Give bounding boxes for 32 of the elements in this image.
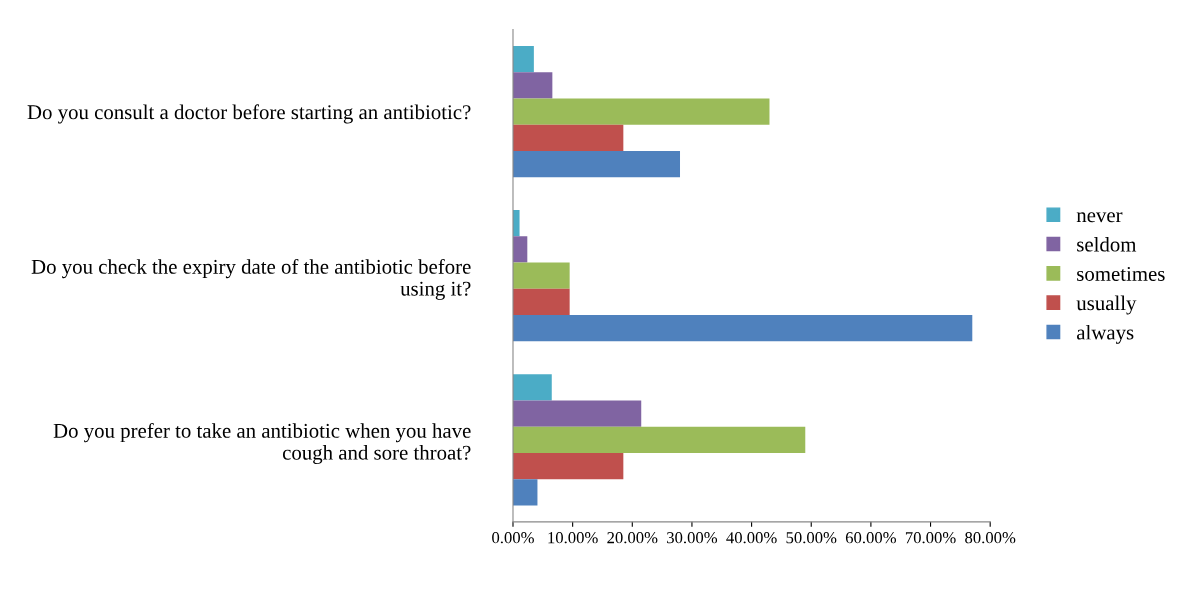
bar	[512, 124, 624, 152]
x-tick-label: 0.00%	[492, 532, 534, 544]
y-tick-label: Do you prefer to take an antibiotic when you have cough and sore throat?	[53, 423, 471, 464]
x-tick-label: 80.00%	[965, 532, 1016, 544]
bar	[512, 236, 528, 263]
x-tick-label: 30.00%	[667, 532, 718, 544]
x-tick-label: 70.00%	[905, 532, 956, 544]
y-tick-label: Do you consult a doctor before starting an antibiotic?	[27, 104, 471, 124]
bar	[512, 46, 534, 73]
x-tick-label: 20.00%	[607, 532, 658, 544]
bar	[512, 98, 770, 125]
bar	[512, 479, 538, 506]
x-tick-label: 60.00%	[845, 532, 897, 544]
bar	[512, 374, 552, 401]
x-tick-label: 50.00%	[786, 532, 837, 544]
bar	[512, 210, 520, 237]
legend-label: usually	[1076, 295, 1137, 315]
x-tick-label: 40.00%	[726, 532, 777, 544]
bar	[512, 262, 570, 289]
legend-label: always	[1077, 324, 1134, 344]
legend-label: seldom	[1077, 236, 1137, 252]
bar	[512, 72, 553, 99]
bar	[512, 151, 681, 178]
bar	[512, 288, 570, 316]
y-tick-label: Do you check the expiry date of the antibiotic before using it?	[31, 258, 471, 300]
legend-label: sometimes	[1077, 266, 1165, 281]
bar	[512, 400, 642, 427]
legend-label: never	[1076, 212, 1123, 223]
bar	[512, 452, 624, 480]
bar	[512, 426, 806, 453]
x-tick-label: 10.00%	[548, 532, 598, 544]
bar	[512, 315, 973, 342]
